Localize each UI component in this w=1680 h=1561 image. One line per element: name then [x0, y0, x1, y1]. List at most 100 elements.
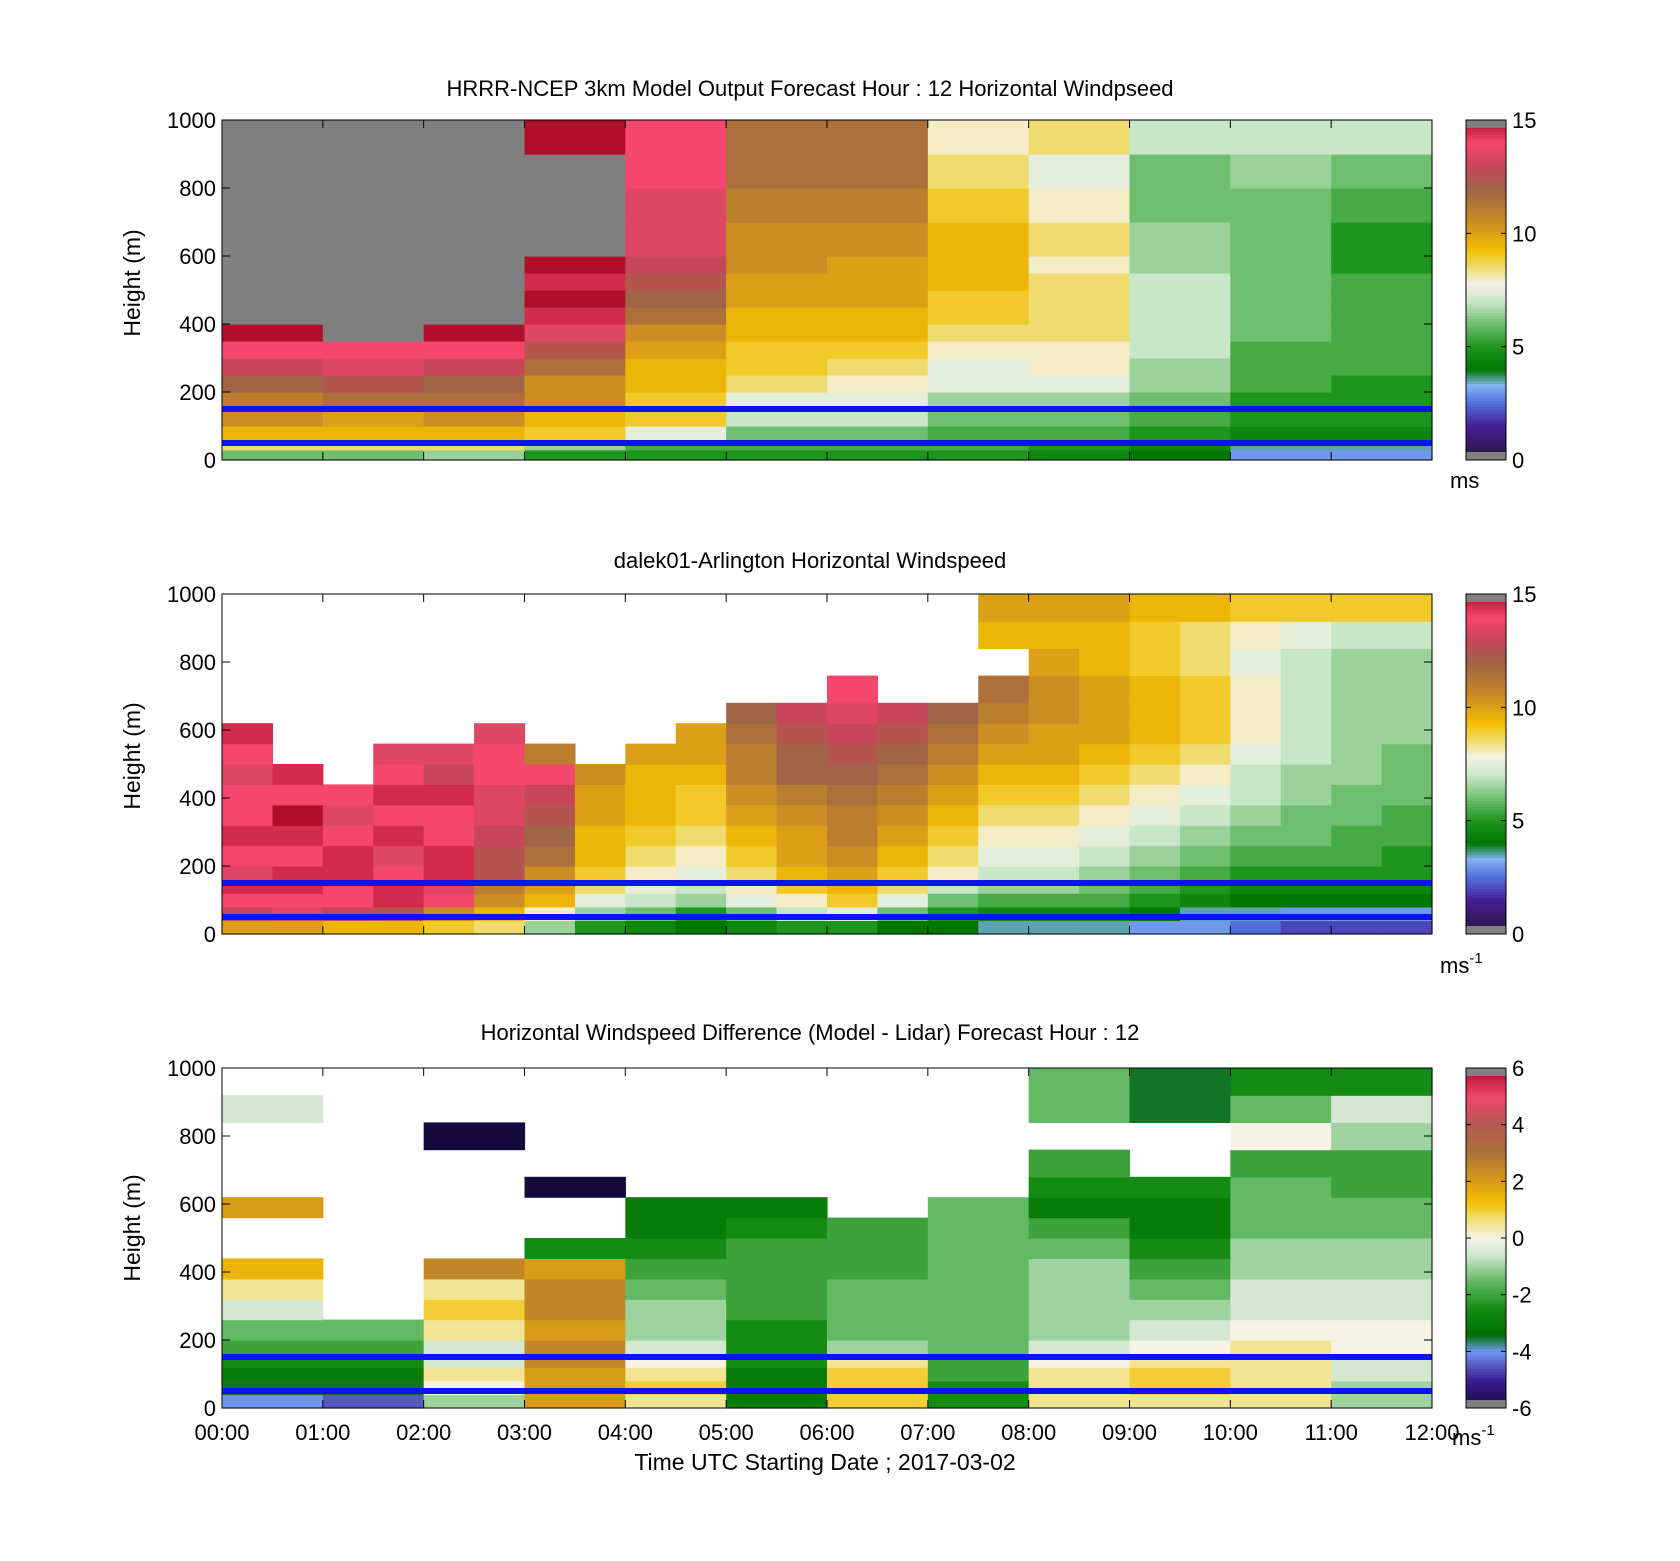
heatmap-cell: [1331, 449, 1433, 461]
heatmap-cell: [927, 845, 979, 867]
heatmap-cell: [927, 409, 1030, 427]
heatmap-cell: [927, 743, 979, 765]
heatmap-cell: [625, 256, 727, 274]
colorbar-segment: [1466, 375, 1506, 379]
colorbar: -6 -4 -2 0 2 4 6: [1465, 1056, 1532, 1421]
colorbar-segment: [1466, 205, 1506, 209]
heatmap-cell: [1230, 341, 1332, 359]
colorbar-segment: [1466, 411, 1506, 416]
heatmap-cell: [1129, 1278, 1231, 1300]
colorbar-segment: [1466, 437, 1506, 441]
colorbar-segment: [1466, 707, 1506, 711]
heatmap-cell: [877, 743, 929, 765]
heatmap-cell: [222, 290, 324, 308]
heatmap-cell: [1280, 845, 1332, 867]
colorbar-segment: [1466, 176, 1506, 180]
heatmap-cell: [978, 804, 1030, 826]
x-tick-label: 06:00: [799, 1420, 854, 1445]
heatmap-cell: [474, 784, 526, 806]
colorbar-segment: [1466, 1209, 1506, 1213]
heatmap-cell: [726, 409, 828, 427]
heatmap-cell: [927, 764, 979, 785]
heatmap-cell: [726, 920, 778, 935]
colorbar-segment: [1466, 917, 1506, 921]
heatmap-cell: [726, 324, 828, 342]
colorbar-segment: [1466, 1144, 1506, 1148]
colorbar-segment: [1466, 346, 1506, 350]
heatmap-cell: [322, 120, 425, 155]
heatmap-cell: [927, 1299, 1030, 1321]
colorbar-segment: [1466, 207, 1506, 212]
colorbar-segment: [1466, 284, 1506, 288]
colorbar-segment: [1466, 304, 1506, 308]
heatmap-cell: [1028, 1367, 1131, 1382]
heatmap-cell: [524, 784, 576, 806]
heatmap-cell: [272, 784, 324, 806]
panel-title: HRRR-NCEP 3km Model Output Forecast Hour…: [446, 76, 1173, 101]
colorbar-segment: [1466, 148, 1506, 152]
heatmap-cell: [373, 764, 425, 785]
heatmap-cell: [625, 290, 727, 308]
colorbar-segment: [1466, 761, 1506, 765]
heatmap-cell: [927, 1238, 1030, 1259]
heatmap-cell: [1028, 358, 1131, 376]
heatmap-cell: [1331, 120, 1433, 155]
colorbar-segment: [1466, 908, 1506, 912]
colorbar-cap: [1466, 1068, 1506, 1076]
heatmap-cell: [1230, 1068, 1332, 1096]
colorbar-segment: [1466, 639, 1506, 643]
colorbar-segment: [1466, 701, 1506, 705]
colorbar-segment: [1466, 358, 1506, 362]
heatmap-cell: [1028, 1319, 1131, 1341]
colorbar-segment: [1466, 758, 1506, 762]
heatmap-cell: [222, 1367, 324, 1382]
heatmap-cell: [1331, 1299, 1433, 1321]
heatmap-cell: [1179, 648, 1231, 677]
heatmap-cell: [1381, 764, 1433, 785]
colorbar-segment: [1466, 1294, 1506, 1298]
colorbar: 0 5 10 15: [1465, 582, 1536, 947]
heatmap-cell: [1230, 764, 1282, 785]
colorbar-segment: [1466, 253, 1506, 257]
heatmap-cell: [1129, 1095, 1231, 1123]
colorbar-segment: [1466, 1286, 1506, 1290]
heatmap-cell: [726, 825, 778, 847]
colorbar-segment: [1466, 664, 1506, 669]
heatmap-cell: [726, 1258, 828, 1280]
heatmap-cell: [625, 764, 677, 785]
colorbar-cap: [1466, 452, 1506, 460]
heatmap-cell: [726, 1340, 828, 1355]
heatmap-cell: [1230, 375, 1332, 393]
colorbar-segment: [1466, 406, 1506, 410]
colorbar-segment: [1466, 922, 1506, 926]
heatmap-cell: [1179, 723, 1231, 745]
heatmap-cell: [927, 324, 1030, 342]
heatmap-cell: [827, 290, 929, 308]
colorbar-segment: [1466, 139, 1506, 144]
heatmap-cell: [1129, 375, 1231, 393]
colorbar-segment: [1466, 812, 1506, 816]
heatmap-cell: [272, 804, 324, 826]
colorbar-unit: ms-1: [1452, 1422, 1495, 1450]
heatmap-cell: [222, 375, 324, 393]
heatmap-cell: [1230, 1319, 1332, 1341]
heatmap-cell: [423, 449, 526, 461]
heatmap-cell: [1129, 723, 1181, 745]
heatmap-cell: [877, 866, 929, 881]
colorbar-segment: [1466, 1192, 1506, 1196]
colorbar-segment: [1466, 633, 1506, 637]
colorbar-segment: [1466, 1116, 1506, 1120]
heatmap-cell: [322, 409, 425, 427]
colorbar-segment: [1466, 349, 1506, 353]
heatmap-cell: [1280, 621, 1332, 649]
colorbar-segment: [1466, 670, 1506, 674]
colorbar-tick-label: 15: [1512, 582, 1536, 607]
colorbar-segment: [1466, 1311, 1506, 1315]
heatmap-cell: [1280, 675, 1332, 704]
colorbar-segment: [1466, 829, 1506, 833]
heatmap-cell: [1331, 1149, 1433, 1178]
heatmap-cell: [1280, 743, 1332, 765]
heatmap-cell: [524, 341, 626, 359]
heatmap-cell: [1280, 866, 1332, 881]
heatmap-cell: [272, 866, 324, 881]
